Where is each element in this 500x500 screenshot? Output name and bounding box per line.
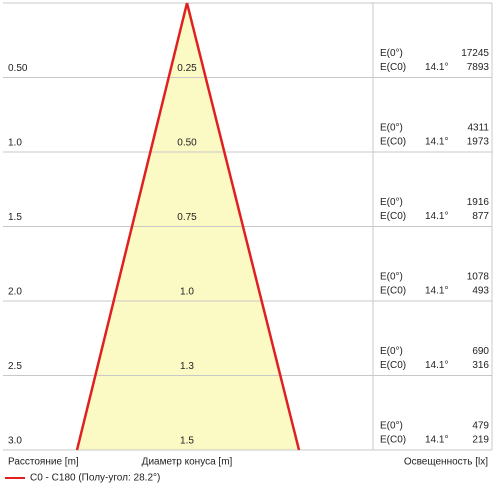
e0-label: E(0°) (380, 346, 403, 357)
ec0-value: 493 (472, 286, 489, 297)
distance: 2.5 (8, 361, 22, 372)
diameter: 0.50 (177, 138, 197, 149)
distance: 0.50 (8, 63, 28, 74)
diameter-label: Диаметр конуса [m] (142, 457, 233, 468)
ec0-value: 219 (472, 435, 489, 446)
ec0-label: E(C0) (380, 62, 406, 73)
distance: 2.0 (8, 287, 22, 298)
e0-value: 4311 (467, 123, 489, 134)
cone-edge (75, 2, 189, 451)
distance-label: Расстояние [m] (8, 457, 79, 468)
e0-label: E(0°) (380, 123, 403, 134)
legend-label: C0 - C180 (Полу-угол: 28.2°) (30, 473, 160, 484)
angle: 14.1° (425, 360, 448, 371)
diameter: 0.25 (177, 63, 197, 74)
e0-value: 690 (472, 346, 489, 357)
ec0-label: E(C0) (380, 211, 406, 222)
diameter: 1.0 (180, 287, 194, 298)
distance: 3.0 (8, 436, 22, 447)
distance: 1.5 (8, 212, 22, 223)
distance: 1.0 (8, 138, 22, 149)
e0-label: E(0°) (380, 272, 403, 283)
ec0-label: E(C0) (380, 360, 406, 371)
angle: 14.1° (425, 62, 448, 73)
ec0-label: E(C0) (380, 435, 406, 446)
e0-label: E(0°) (380, 48, 403, 59)
ec0-value: 1973 (467, 137, 490, 148)
angle: 14.1° (425, 137, 448, 148)
ec0-label: E(C0) (380, 137, 406, 148)
diameter: 1.5 (180, 436, 194, 447)
ec0-value: 316 (472, 360, 489, 371)
e0-value: 1916 (467, 197, 490, 208)
ec0-value: 7893 (467, 62, 490, 73)
angle: 14.1° (425, 286, 448, 297)
e0-value: 479 (472, 421, 489, 432)
e0-label: E(0°) (380, 421, 403, 432)
ec0-label: E(C0) (380, 286, 406, 297)
diameter: 1.3 (180, 361, 194, 372)
cone-edge (185, 2, 301, 451)
e0-value: 17245 (461, 48, 489, 59)
e0-label: E(0°) (380, 197, 403, 208)
angle: 14.1° (425, 211, 448, 222)
illuminance-label: Освещенность [lx] (404, 457, 488, 468)
diameter: 0.75 (177, 212, 197, 223)
e0-value: 1078 (467, 272, 490, 283)
angle: 14.1° (425, 435, 448, 446)
ec0-value: 877 (472, 211, 489, 222)
